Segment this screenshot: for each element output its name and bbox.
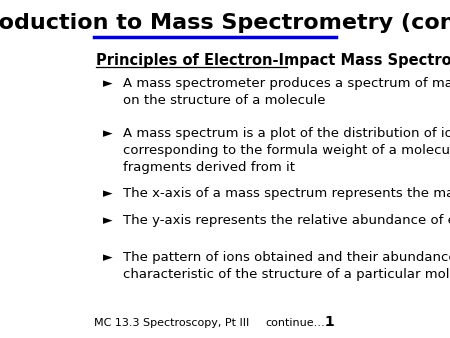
Text: 1: 1 [324,315,334,329]
Text: The pattern of ions obtained and their abundance is
characteristic of the struct: The pattern of ions obtained and their a… [123,251,450,281]
Text: ►: ► [103,77,112,90]
Text: A mass spectrum is a plot of the distribution of ion masses
corresponding to the: A mass spectrum is a plot of the distrib… [123,127,450,174]
Text: Introduction to Mass Spectrometry (cont): Introduction to Mass Spectrometry (cont) [0,13,450,33]
Text: ►: ► [103,127,112,140]
Text: ►: ► [103,214,112,227]
Text: Principles of Electron-Impact Mass Spectrometry:: Principles of Electron-Impact Mass Spect… [96,53,450,68]
Text: MC 13.3 Spectroscopy, Pt III: MC 13.3 Spectroscopy, Pt III [94,318,249,328]
Text: ►: ► [103,188,112,200]
Text: The y-axis represents the relative abundance of each ion: The y-axis represents the relative abund… [123,214,450,227]
Text: continue…..: continue….. [266,318,333,328]
Text: The x-axis of a mass spectrum represents the masses of ions: The x-axis of a mass spectrum represents… [123,188,450,200]
Text: ►: ► [103,251,112,264]
Text: A mass spectrometer produces a spectrum of masses based
on the structure of a mo: A mass spectrometer produces a spectrum … [123,77,450,107]
